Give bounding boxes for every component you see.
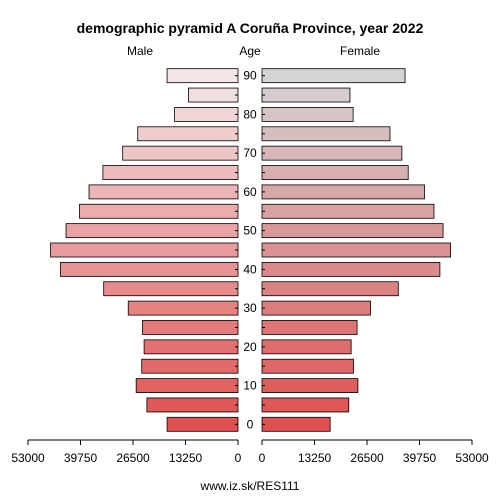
- female-bar-50-54: [261, 223, 444, 239]
- female-x-tick-label: 26500: [350, 451, 384, 465]
- male-label: Male: [127, 44, 153, 58]
- male-bar-60-64: [88, 184, 239, 200]
- female-bar-85-89: [261, 87, 351, 103]
- age-tick-label: 0: [247, 417, 254, 431]
- age-tick-label: 30: [243, 301, 257, 315]
- age-tick-label: 90: [243, 69, 257, 83]
- female-bar-45-49: [261, 242, 452, 258]
- male-bar-75-79: [137, 126, 239, 142]
- male-bar-85-89: [188, 87, 239, 103]
- x-axes: 53000 39750 26500 13250 0 0 13250 26500 39750 530…: [11, 439, 489, 465]
- male-x-tick-label: 39750: [64, 451, 98, 465]
- female-bar-40-44: [261, 261, 441, 277]
- male-x-tick-label: 0: [235, 451, 242, 465]
- female-bar-5-9: [261, 397, 350, 413]
- female-label: Female: [340, 44, 380, 58]
- female-bar-10-14: [261, 378, 359, 393]
- male-x-tick-label: 26500: [116, 451, 150, 465]
- age-tick-label: 40: [243, 262, 257, 276]
- female-bar-65-69: [261, 165, 409, 180]
- male-bar-35-39: [103, 281, 239, 297]
- male-bar-65-69: [102, 165, 239, 180]
- male-bar-30-34: [127, 300, 239, 316]
- male-bar-0-4: [166, 416, 239, 432]
- male-bar-70-74: [122, 145, 239, 161]
- female-x-tick-label: 39750: [403, 451, 437, 465]
- male-x-tick-label: 13250: [169, 451, 203, 465]
- female-bar-60-64: [261, 184, 425, 200]
- age-tick-label: 70: [243, 146, 257, 160]
- age-tick-label: 80: [243, 107, 257, 121]
- male-bar-10-14: [135, 378, 239, 393]
- male-bar-80-84: [174, 107, 239, 122]
- chart-title: demographic pyramid A Coruña Province, y…: [77, 20, 424, 36]
- age-tick-label: 60: [243, 185, 257, 199]
- female-bar-30-34: [261, 300, 371, 316]
- female-bars: [261, 68, 452, 432]
- female-bar-70-74: [261, 145, 403, 161]
- female-x-tick-label: 13250: [298, 451, 332, 465]
- age-tick-label: 20: [243, 340, 257, 354]
- male-bar-15-19: [141, 358, 239, 374]
- female-bar-75-79: [261, 126, 391, 142]
- male-bar-55-59: [79, 203, 239, 219]
- female-bar-80-84: [261, 107, 354, 122]
- male-bars: [50, 68, 239, 432]
- male-bar-25-29: [142, 320, 239, 335]
- age-tick-label: 50: [243, 224, 257, 238]
- female-bar-15-19: [261, 358, 354, 374]
- female-bar-0-4: [261, 416, 331, 432]
- male-x-tick-label: 53000: [11, 451, 45, 465]
- female-bar-90+: [261, 68, 406, 84]
- female-x-tick-label: 53000: [455, 451, 489, 465]
- female-bar-25-29: [261, 320, 358, 335]
- male-bar-40-44: [60, 261, 239, 277]
- age-tick-labels: 0 10 20 30 40 50 60 70 80 90: [235, 69, 265, 431]
- male-bar-90+: [166, 68, 239, 84]
- age-tick-label: 10: [243, 379, 257, 393]
- male-bar-50-54: [65, 223, 239, 239]
- male-bar-45-49: [50, 242, 239, 258]
- source-label: www.iz.sk/RES111: [200, 479, 300, 493]
- female-bar-35-39: [261, 281, 399, 297]
- female-x-tick-label: 0: [259, 451, 266, 465]
- female-bar-55-59: [261, 203, 435, 219]
- male-bar-20-24: [143, 339, 239, 355]
- female-bar-20-24: [261, 339, 352, 355]
- age-label: Age: [239, 44, 261, 58]
- male-bar-5-9: [146, 397, 239, 413]
